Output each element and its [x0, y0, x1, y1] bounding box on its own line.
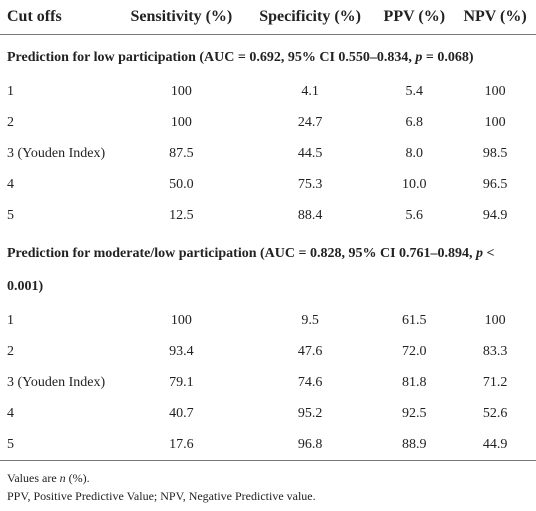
cell: 2: [7, 114, 14, 130]
italic-text: n: [59, 471, 66, 485]
column-header: Specificity (%): [245, 0, 375, 35]
cell: 5.4: [405, 83, 424, 99]
cell: 61.5: [402, 312, 427, 328]
cell: 92.5: [402, 405, 427, 421]
cell: 4: [7, 405, 14, 421]
text: Values are: [7, 471, 57, 485]
cell: 98.5: [482, 145, 508, 161]
cell: 5.6: [405, 207, 424, 223]
data-row: 5 12.5 88.4 5.6 94.9: [0, 200, 536, 231]
data-row: 3 (Youden Index) 87.5 44.5 8.0 98.5: [0, 138, 536, 169]
cell: 100: [484, 312, 506, 328]
data-row: 5 17.6 96.8 88.9 44.9: [0, 429, 536, 461]
text: = 0.068): [425, 50, 474, 65]
cell: 44.5: [297, 145, 323, 161]
cell: 3 (Youden Index): [7, 374, 106, 390]
footnotes: Values are n (%). PPV, Positive Predictiv…: [0, 469, 536, 505]
data-row: 4 50.0 75.3 10.0 96.5: [0, 169, 536, 200]
cell: 12.5: [169, 207, 194, 223]
header-row: Cut offs Sensitivity (%) Specificity (%) PP…: [0, 0, 536, 35]
cell: 2: [7, 343, 14, 359]
data-row: 1 100 4.1 5.4 100: [0, 76, 536, 107]
cell: 40.7: [169, 405, 194, 421]
cell: 9.5: [301, 312, 319, 328]
cell: 100: [170, 114, 192, 130]
cell: 100: [484, 114, 506, 130]
cell: 24.7: [297, 114, 323, 130]
table: Cut offs Sensitivity (%) Specificity (%) PP…: [0, 0, 536, 461]
section-heading: Prediction for moderate/low participatio…: [0, 231, 536, 305]
data-row: 1 100 9.5 61.5 100: [0, 305, 536, 336]
cell: 5: [7, 207, 14, 223]
cell: 100: [170, 312, 192, 328]
column-header: PPV (%): [374, 0, 455, 35]
cell: 81.8: [402, 374, 427, 390]
cell: 1: [7, 83, 14, 99]
column-header: Cut offs: [0, 0, 117, 35]
cell: 4.1: [301, 83, 319, 99]
cell: 94.9: [482, 207, 508, 223]
cell: 47.6: [297, 343, 323, 359]
italic-text: p: [476, 246, 484, 261]
cell: 6.8: [405, 114, 424, 130]
text: < 0.001): [7, 246, 495, 294]
footnote: Values are n (%).: [0, 469, 536, 487]
cell: 5: [0, 429, 117, 461]
cell: 87.5: [169, 145, 194, 161]
cell: 3 (Youden Index): [7, 145, 106, 161]
cell: 74.6: [297, 374, 323, 390]
cell: 75.3: [297, 176, 323, 192]
cell: 10.0: [402, 176, 427, 192]
cell: 96.5: [482, 176, 508, 192]
column-header: NPV (%): [454, 0, 536, 35]
cell: 100: [170, 83, 192, 99]
cell: 72.0: [402, 343, 427, 359]
cell: 50.0: [169, 176, 194, 192]
column-header: Sensitivity (%): [117, 0, 246, 35]
cell: 79.1: [169, 374, 194, 390]
cell: 96.8: [245, 429, 375, 461]
cell: 71.2: [482, 374, 508, 390]
cell: 100: [484, 83, 506, 99]
cell: 95.2: [297, 405, 323, 421]
section-heading: Prediction for low participation (AUC = …: [0, 35, 536, 77]
data-row: 2 93.4 47.6 72.0 83.3: [0, 336, 536, 367]
cell: 17.6: [117, 429, 246, 461]
cell: 83.3: [482, 343, 508, 359]
cell: 93.4: [169, 343, 194, 359]
data-row: 4 40.7 95.2 92.5 52.6: [0, 398, 536, 429]
section-row: Prediction for low participation (AUC = …: [0, 35, 536, 77]
cell: 52.6: [482, 405, 508, 421]
cell: 8.0: [405, 145, 424, 161]
italic-text: p: [415, 50, 423, 65]
section-row: Prediction for moderate/low participatio…: [0, 231, 536, 305]
data-row: 3 (Youden Index) 79.1 74.6 81.8 71.2: [0, 367, 536, 398]
cell: 88.4: [297, 207, 323, 223]
text: Prediction for moderate/low participatio…: [7, 246, 473, 261]
text: Prediction for low participation (AUC = …: [7, 50, 412, 65]
text: (%).: [68, 471, 90, 485]
data-row: 2 100 24.7 6.8 100: [0, 107, 536, 138]
cell: 4: [7, 176, 14, 192]
cell: 44.9: [454, 429, 536, 461]
cell: 88.9: [374, 429, 455, 461]
footnote: PPV, Positive Predictive Value; NPV, Neg…: [7, 489, 316, 503]
cell: 1: [7, 312, 14, 328]
